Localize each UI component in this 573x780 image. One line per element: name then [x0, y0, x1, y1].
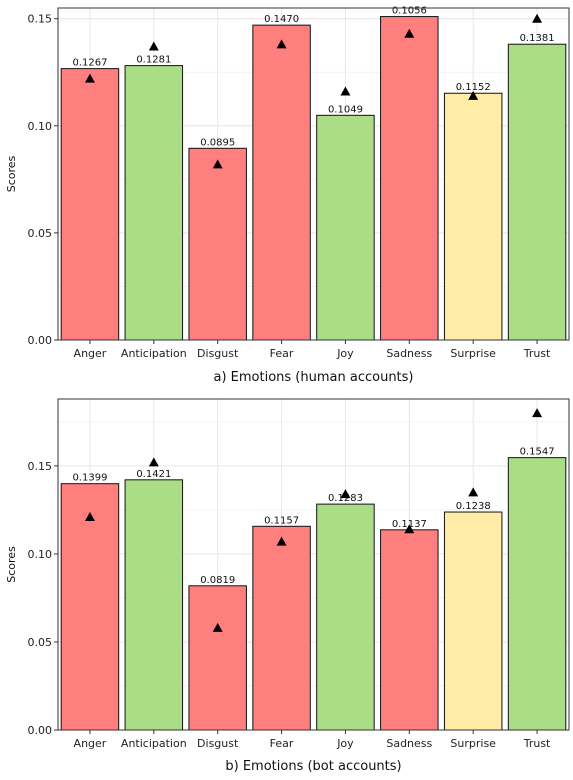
marker-triangle	[532, 13, 543, 23]
chart-panel-bot: 0.13990.14210.08190.11570.12830.11370.12…	[5, 398, 570, 774]
marker-triangle	[404, 524, 415, 534]
y-tick-label: 0.15	[28, 460, 53, 473]
y-axis-title: Scores	[5, 155, 18, 192]
marker-triangle	[532, 408, 543, 418]
marker-triangle	[148, 457, 159, 467]
x-tick-label: Fear	[270, 347, 294, 360]
marker-triangle	[340, 489, 351, 499]
data-label: 0.1157	[264, 515, 299, 526]
bar-surprise	[443, 92, 503, 341]
data-label: 0.1238	[456, 501, 491, 512]
data-label: 0.1421	[136, 469, 171, 480]
bar-fear	[252, 525, 311, 731]
bar-anticipation	[124, 479, 184, 731]
bar-anger	[60, 483, 120, 731]
marker-triangle	[340, 86, 351, 96]
bar-trust	[507, 43, 567, 341]
marker-triangle	[212, 159, 223, 169]
x-tick-label: Anticipation	[121, 737, 187, 750]
marker-triangle	[84, 73, 95, 83]
x-tick-label: Anger	[74, 737, 107, 750]
bar-anger	[60, 68, 120, 341]
bar-joy	[316, 114, 375, 341]
chart-caption: a) Emotions (human accounts)	[214, 370, 414, 385]
bar-fear	[252, 24, 311, 341]
bar-sadness	[380, 16, 439, 341]
x-tick-label: Disgust	[197, 347, 239, 360]
x-tick-label: Anticipation	[121, 347, 187, 360]
y-tick-label: 0.10	[28, 120, 53, 133]
y-axis-title: Scores	[5, 546, 18, 583]
data-label: 0.1049	[328, 104, 363, 115]
x-tick-label: Disgust	[197, 737, 239, 750]
data-label: 0.1056	[392, 6, 427, 17]
bar-sadness	[380, 529, 439, 731]
marker-triangle	[468, 487, 479, 497]
data-label: 0.1281	[136, 55, 171, 66]
marker-triangle	[276, 39, 287, 49]
y-tick-label: 0.10	[28, 548, 53, 561]
plot-border	[57, 7, 570, 341]
x-tick-label: Trust	[523, 737, 551, 750]
x-tick-label: Trust	[523, 347, 551, 360]
x-tick-label: Joy	[336, 347, 354, 360]
marker-triangle	[276, 536, 287, 546]
y-tick-label: 0.00	[28, 334, 53, 347]
data-label: 0.1381	[520, 33, 555, 44]
x-tick-label: Anger	[74, 347, 107, 360]
marker-triangle	[212, 622, 223, 632]
marker-triangle	[148, 41, 159, 51]
marker-triangle	[468, 90, 479, 100]
y-tick-label: 0.00	[28, 724, 53, 737]
x-tick-label: Joy	[336, 737, 354, 750]
data-label: 0.1470	[264, 14, 299, 25]
y-tick-label: 0.15	[28, 13, 53, 26]
y-tick-label: 0.05	[28, 227, 53, 240]
plot-border	[57, 398, 570, 731]
data-label: 0.1283	[328, 493, 363, 504]
data-label: 0.1267	[72, 58, 107, 69]
x-tick-label: Fear	[270, 737, 294, 750]
chart-panel-human: 0.1267 0.1281 0.0895 0.1470 0.1049 0.1056 0.11…	[5, 6, 570, 385]
x-tick-label: Surprise	[450, 737, 496, 750]
data-label: 0.0895	[200, 137, 235, 148]
marker-triangle	[84, 511, 95, 521]
bar-trust	[507, 457, 567, 731]
x-tick-label: Surprise	[450, 347, 496, 360]
bar-disgust	[188, 585, 247, 731]
bar-disgust	[188, 147, 247, 341]
data-label: 0.0819	[200, 575, 235, 586]
x-tick-label: Sadness	[386, 737, 432, 750]
bar-joy	[316, 503, 375, 731]
bar-anticipation	[124, 65, 184, 341]
data-label: 0.1399	[72, 473, 107, 484]
data-label: 0.1547	[520, 447, 555, 458]
x-tick-label: Sadness	[386, 347, 432, 360]
data-label: 0.1152	[456, 82, 491, 93]
marker-triangle	[404, 28, 415, 38]
y-tick-label: 0.05	[28, 636, 53, 649]
chart-caption: b) Emotions (bot accounts)	[225, 759, 401, 774]
bar-surprise	[443, 511, 503, 731]
